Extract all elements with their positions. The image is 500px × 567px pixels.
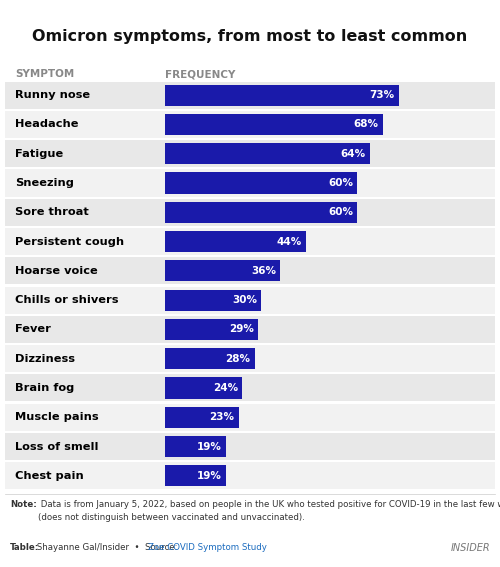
Text: Chills or shivers: Chills or shivers (15, 295, 118, 305)
Bar (165, 202, 357, 223)
Text: Sneezing: Sneezing (15, 178, 74, 188)
Text: 28%: 28% (226, 354, 250, 363)
Text: 68%: 68% (354, 120, 378, 129)
Bar (5, 228, 495, 255)
Bar (5, 316, 495, 343)
Text: 44%: 44% (276, 236, 302, 247)
Bar (5, 345, 495, 372)
Text: Note:: Note: (10, 500, 37, 509)
Text: 60%: 60% (328, 178, 353, 188)
Bar (165, 172, 357, 193)
Text: Fever: Fever (15, 324, 51, 335)
Bar (165, 231, 306, 252)
Bar (5, 433, 495, 460)
Bar (5, 111, 495, 138)
Text: Table:: Table: (10, 543, 39, 552)
Bar (5, 199, 495, 226)
Bar (5, 462, 495, 489)
Bar (165, 466, 226, 486)
Text: Shayanne Gal/Insider  •  Source:: Shayanne Gal/Insider • Source: (34, 543, 180, 552)
Text: 36%: 36% (251, 266, 276, 276)
Text: Persistent cough: Persistent cough (15, 236, 124, 247)
Bar (165, 319, 258, 340)
Text: Loss of smell: Loss of smell (15, 442, 98, 451)
Text: Data is from January 5, 2022, based on people in the UK who tested positive for : Data is from January 5, 2022, based on p… (38, 500, 500, 522)
Text: 19%: 19% (197, 442, 222, 451)
Bar (5, 374, 495, 401)
Bar (165, 114, 382, 135)
Bar (165, 290, 261, 311)
Text: Hoarse voice: Hoarse voice (15, 266, 98, 276)
Text: Fatigue: Fatigue (15, 149, 63, 159)
Bar (5, 82, 495, 109)
Text: Headache: Headache (15, 120, 78, 129)
Text: 30%: 30% (232, 295, 257, 305)
Bar (165, 143, 370, 164)
Bar (5, 404, 495, 431)
Text: 19%: 19% (197, 471, 222, 481)
Text: Muscle pains: Muscle pains (15, 412, 98, 422)
Bar (5, 257, 495, 285)
Bar (165, 84, 398, 105)
Text: 64%: 64% (340, 149, 366, 159)
Text: Chest pain: Chest pain (15, 471, 84, 481)
Text: Omicron symptoms, from most to least common: Omicron symptoms, from most to least com… (32, 29, 468, 44)
Text: Runny nose: Runny nose (15, 90, 90, 100)
Bar (5, 140, 495, 167)
Bar (165, 436, 226, 457)
Bar (165, 260, 280, 281)
Text: FREQUENCY: FREQUENCY (165, 69, 236, 79)
Text: Dizziness: Dizziness (15, 354, 75, 363)
Bar (165, 348, 254, 369)
Text: Brain fog: Brain fog (15, 383, 74, 393)
Text: INSIDER: INSIDER (450, 543, 490, 553)
Text: 24%: 24% (212, 383, 238, 393)
Text: 73%: 73% (370, 90, 394, 100)
Text: 60%: 60% (328, 208, 353, 217)
Text: Sore throat: Sore throat (15, 208, 89, 217)
Bar (165, 407, 238, 428)
Text: Zoe COVID Symptom Study: Zoe COVID Symptom Study (148, 543, 266, 552)
Text: 29%: 29% (229, 324, 254, 335)
Bar (165, 378, 242, 399)
Text: 23%: 23% (210, 412, 234, 422)
Bar (5, 287, 495, 314)
Text: SYMPTOM: SYMPTOM (15, 69, 74, 79)
Bar (5, 170, 495, 197)
